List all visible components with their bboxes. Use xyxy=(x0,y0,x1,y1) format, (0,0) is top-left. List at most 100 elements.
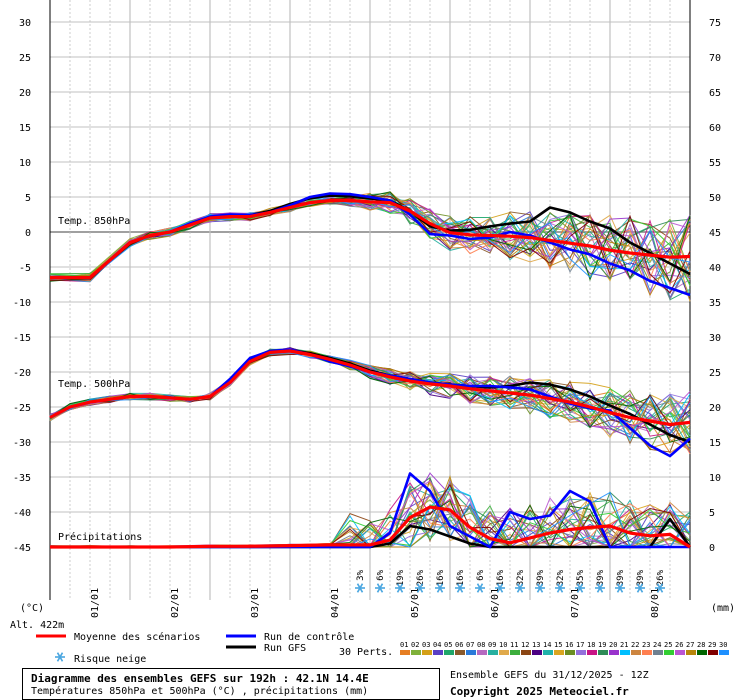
legend-pert-number: 24 xyxy=(653,641,661,649)
snowflake-icon xyxy=(575,583,585,593)
snowflake-icon xyxy=(435,583,445,593)
right-tick-label: 35 xyxy=(709,298,721,309)
perturbation-line xyxy=(49,191,691,283)
legend-pert-swatch xyxy=(620,650,630,655)
left-tick-label: 5 xyxy=(25,193,31,204)
x-tick-label: 05/01 xyxy=(410,588,421,618)
snow-risk-label: 39% xyxy=(636,569,646,586)
x-tick-label: 06/01 xyxy=(490,588,501,618)
left-tick-label: 10 xyxy=(19,158,31,169)
snowflake-icon xyxy=(615,583,625,593)
legend-pert-swatch xyxy=(598,650,608,655)
legend-pert-swatch xyxy=(642,650,652,655)
snowflake-icon xyxy=(355,583,365,593)
snow-risk-label: 35% xyxy=(576,569,586,586)
legend-pert-swatch xyxy=(686,650,696,655)
perturbation-line xyxy=(49,197,691,280)
legend-pert-swatch xyxy=(488,650,498,655)
x-tick-label: 07/01 xyxy=(570,588,581,618)
legend-pert-swatch xyxy=(708,650,718,655)
snow-risk-label: 16% xyxy=(456,569,466,586)
legend-pert-swatch xyxy=(433,650,443,655)
mean-line xyxy=(50,198,691,280)
legend-pert-number: 18 xyxy=(587,641,595,649)
legend-pert-number: 22 xyxy=(631,641,639,649)
snowflake-icon xyxy=(475,583,485,593)
snowflake-stroke xyxy=(596,583,604,593)
snowflake-stroke xyxy=(356,583,364,593)
legend-gfs-label: Run GFS xyxy=(264,643,306,654)
legend-pert-number: 21 xyxy=(620,641,628,649)
legend-pert-swatch xyxy=(455,650,465,655)
legend-snow-label: Risque neige xyxy=(74,654,146,665)
footer-title-box: Diagramme des ensembles GEFS sur 192h : … xyxy=(22,668,440,700)
axis-labels: 302520151050-5-10-15-20-25-30-35-40-4575… xyxy=(10,18,735,631)
x-tick-label: 08/01 xyxy=(650,588,661,618)
snowflake-icon xyxy=(455,583,465,593)
legend-pert-number: 23 xyxy=(642,641,650,649)
legend-pert-number: 16 xyxy=(565,641,573,649)
grid xyxy=(49,0,691,600)
snowflake-icon xyxy=(415,583,425,593)
snowflake-stroke xyxy=(456,583,464,593)
legend-pert-number: 09 xyxy=(488,641,496,649)
legend-pert-swatch xyxy=(499,650,509,655)
legend-control-label: Run de contrôle xyxy=(264,631,354,643)
perturbation-line xyxy=(49,195,691,285)
legend-pert-number: 11 xyxy=(510,641,518,649)
mean-line xyxy=(50,505,691,549)
snow-risk-label: 26% xyxy=(416,569,426,586)
legend-pert-swatch xyxy=(466,650,476,655)
legend-pert-swatch xyxy=(444,650,454,655)
legend-pert-number: 28 xyxy=(697,641,705,649)
legend-pert-number: 17 xyxy=(576,641,584,649)
legend-pert-number: 29 xyxy=(708,641,716,649)
legend-perts-label: 30 Perts. xyxy=(339,647,393,658)
snow-risk-label: 6% xyxy=(376,569,386,580)
legend-pert-number: 19 xyxy=(598,641,606,649)
left-tick-label: -10 xyxy=(13,298,31,309)
legend-pert-number: 03 xyxy=(422,641,430,649)
right-tick-label: 70 xyxy=(709,53,721,64)
legend-pert-number: 05 xyxy=(444,641,452,649)
legend-pert-swatch xyxy=(411,650,421,655)
snowflake-stroke xyxy=(516,583,524,593)
snowflake-stroke xyxy=(576,583,584,593)
main-series-lines xyxy=(49,192,692,549)
legend-pert-number: 15 xyxy=(554,641,562,649)
snowflake-icon xyxy=(495,583,505,593)
right-tick-label: 65 xyxy=(709,88,721,99)
snowflake-icon xyxy=(635,583,645,593)
legend-mean-label: Moyenne des scénarios xyxy=(74,631,200,643)
left-unit-label: (°C) xyxy=(20,603,44,614)
snowflake-stroke xyxy=(616,583,624,593)
legend-pert-swatch xyxy=(631,650,641,655)
legend-pert-swatch xyxy=(697,650,707,655)
legend-pert-swatch xyxy=(719,650,729,655)
snowflake-icon xyxy=(395,583,405,593)
right-tick-label: 40 xyxy=(709,263,721,274)
snow-risk-label: 39% xyxy=(536,569,546,586)
copyright: Copyright 2025 Meteociel.fr xyxy=(450,685,629,698)
snowflake-icon xyxy=(595,583,605,593)
legend-pert-swatch xyxy=(664,650,674,655)
legend-pert-number: 25 xyxy=(664,641,672,649)
legend-pert-number: 07 xyxy=(466,641,474,649)
left-tick-label: -45 xyxy=(13,543,31,554)
right-unit-label: (mm) xyxy=(711,603,735,614)
legend-pert-swatch xyxy=(653,650,663,655)
left-tick-label: -25 xyxy=(13,403,31,414)
altitude-label: Alt. 422m xyxy=(10,620,64,631)
chart-subtitle: Températures 850hPa et 500hPa (°C) , pré… xyxy=(31,686,369,697)
snowflake-icon xyxy=(375,583,385,593)
legend-pert-number: 10 xyxy=(499,641,507,649)
legend-pert-number: 02 xyxy=(411,641,419,649)
section-label: Précipitations xyxy=(58,531,142,543)
left-tick-label: -15 xyxy=(13,333,31,344)
legend-pert-swatch xyxy=(576,650,586,655)
legend: Moyenne des scénarios Run de contrôleRun … xyxy=(36,631,729,665)
snowflake-stroke xyxy=(476,583,484,593)
right-tick-label: 30 xyxy=(709,333,721,344)
legend-pert-swatch xyxy=(510,650,520,655)
